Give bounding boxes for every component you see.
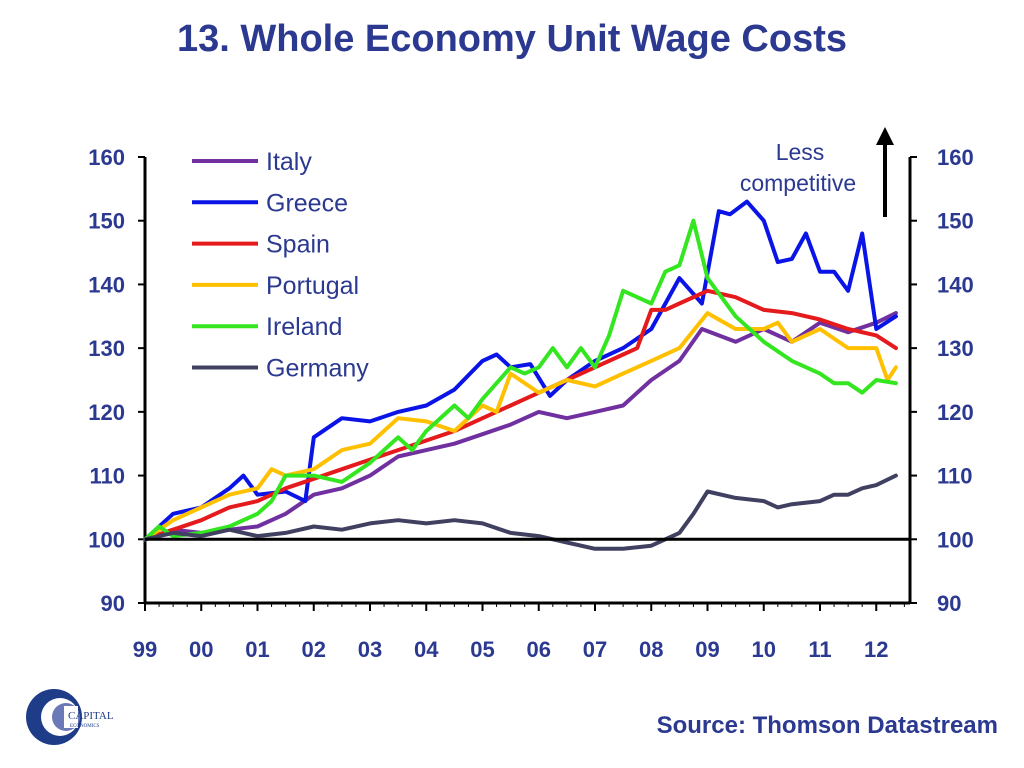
x-tick-label: 04: [414, 637, 439, 662]
less-competitive-annotation: Less competitive: [740, 127, 894, 217]
series-lines: [143, 199, 898, 551]
series-line-germany: [143, 473, 898, 551]
y-tick-label-right: 160: [937, 145, 974, 170]
legend-label-greece: Greece: [266, 189, 348, 217]
y-tick-label-right: 110: [937, 464, 973, 489]
x-tick-label: 11: [808, 637, 831, 662]
y-tick-label-right: 90: [937, 591, 961, 616]
y-tick-label-right: 150: [937, 209, 974, 234]
up-arrow-icon: [876, 127, 894, 145]
legend-label-portugal: Portugal: [266, 272, 359, 300]
logo-text: CAPITAL: [68, 710, 114, 722]
y-tick-label-right: 140: [937, 272, 974, 297]
x-tick-label: 00: [189, 637, 213, 662]
x-tick-label: 99: [133, 637, 157, 662]
legend-label-germany: Germany: [266, 355, 369, 383]
series-line-greece: [143, 199, 898, 542]
x-tick-label: 10: [752, 637, 776, 662]
x-tick-label: 07: [583, 637, 607, 662]
y-tick-label-left: 110: [90, 464, 126, 489]
x-tick-label: 06: [527, 637, 551, 662]
source-note: Source: Thomson Datastream: [656, 712, 998, 739]
x-tick-label: 08: [639, 637, 663, 662]
y-tick-label-right: 100: [937, 527, 974, 552]
y-tick-label-right: 130: [937, 336, 974, 361]
y-tick-label-left: 160: [88, 145, 125, 170]
chart-legend: Italy Greece Spain Portugal Ireland Germany: [192, 148, 369, 383]
x-tick-label: 05: [470, 637, 494, 662]
series-line-portugal: [143, 311, 898, 542]
legend-label-ireland: Ireland: [266, 313, 342, 341]
x-tick-label: 03: [358, 637, 382, 662]
logo-subtext: ECONOMICS: [70, 724, 100, 729]
annotation-line2: competitive: [740, 170, 856, 196]
y-tick-label-left: 130: [88, 336, 125, 361]
y-tick-label-left: 120: [88, 400, 125, 425]
page-title: 13. Whole Economy Unit Wage Costs: [176, 18, 847, 60]
y-tick-label-right: 120: [937, 400, 974, 425]
legend-label-italy: Italy: [266, 148, 312, 176]
y-tick-label-left: 100: [88, 527, 125, 552]
y-tick-label-left: 90: [101, 591, 125, 616]
x-tick-label: 01: [245, 637, 269, 662]
x-tick-label: 02: [302, 637, 326, 662]
y-tick-label-left: 150: [88, 209, 125, 234]
legend-label-spain: Spain: [266, 231, 330, 259]
series-line-ireland: [143, 218, 898, 542]
series-line-italy: [143, 311, 898, 542]
x-tick-label: 09: [695, 637, 719, 662]
logo-cutout: [64, 706, 78, 728]
annotation-line1: Less: [776, 139, 825, 165]
capital-economics-logo: CAPITAL ECONOMICS: [24, 682, 134, 752]
y-tick-label-left: 140: [88, 272, 125, 297]
x-tick-label: 12: [864, 637, 888, 662]
